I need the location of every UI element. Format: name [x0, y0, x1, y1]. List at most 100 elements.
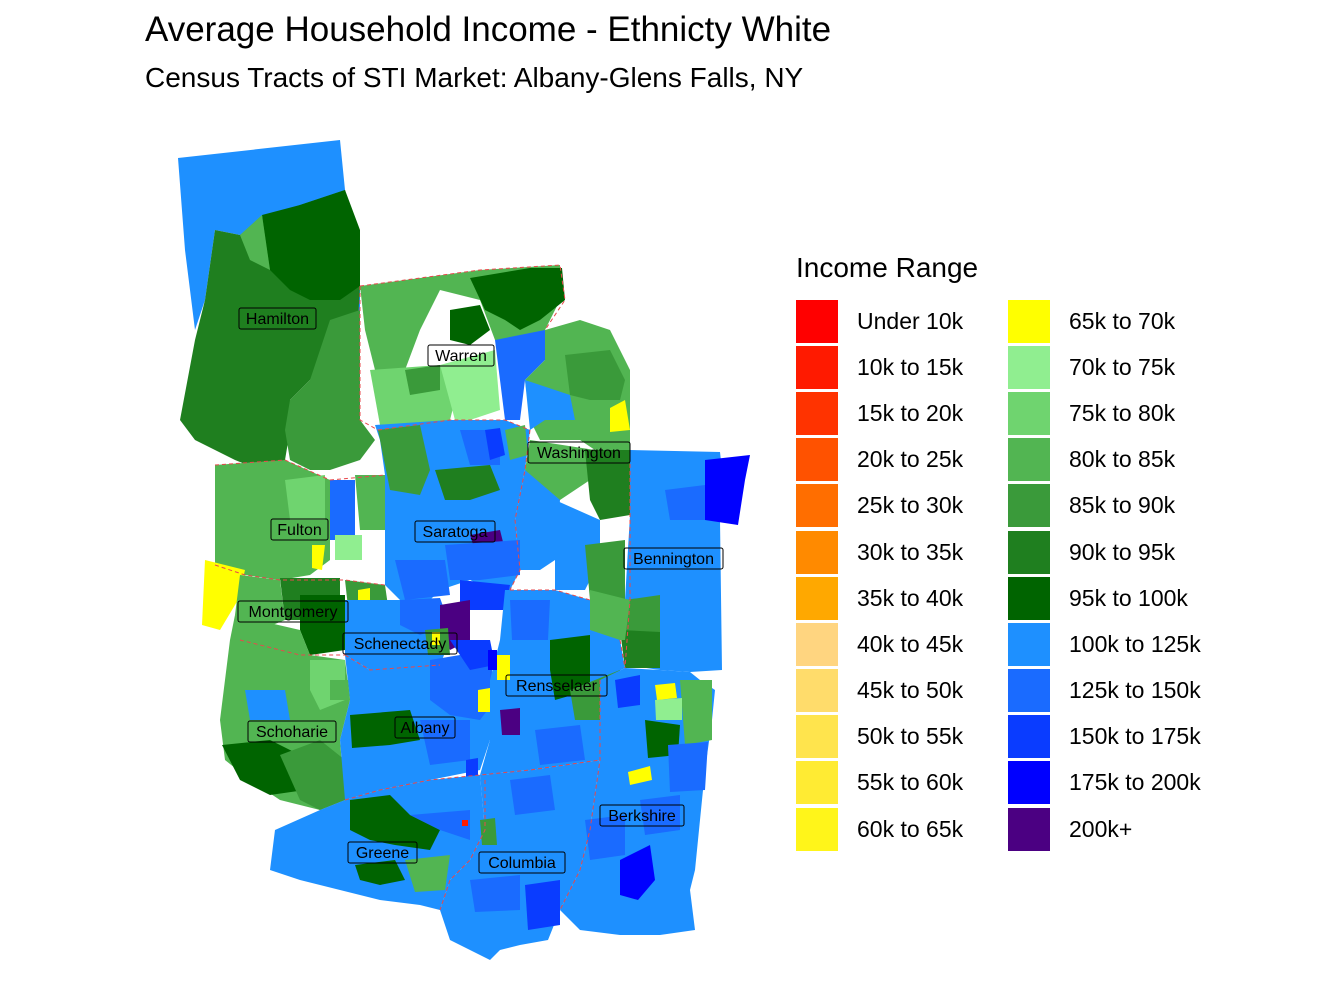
tract[interactable]: [535, 725, 585, 765]
tract[interactable]: [500, 708, 520, 735]
legend-item: 10k to 15k: [796, 344, 992, 390]
map-title: Average Household Income - Ethnicty Whit…: [145, 10, 832, 49]
tract[interactable]: [525, 880, 560, 930]
county-label-rensselaer: Rensselaer: [505, 674, 608, 697]
tract[interactable]: [450, 305, 490, 345]
tract[interactable]: [610, 400, 630, 432]
tract[interactable]: [470, 268, 565, 330]
region-saratoga: [375, 420, 530, 610]
tract[interactable]: [585, 540, 625, 600]
tract[interactable]: [358, 588, 370, 602]
legend-swatch: [796, 576, 838, 620]
tract[interactable]: [462, 820, 468, 826]
legend-swatch: [796, 438, 838, 482]
legend-item: 65k to 70k: [1008, 298, 1204, 344]
tract[interactable]: [450, 640, 495, 670]
svg-text:Columbia: Columbia: [488, 855, 556, 872]
tract[interactable]: [440, 350, 500, 420]
tract[interactable]: [615, 675, 640, 708]
tract[interactable]: [620, 845, 655, 900]
legend-label: 45k to 50k: [857, 677, 964, 704]
legend-swatch: [1008, 345, 1050, 389]
tract[interactable]: [280, 740, 345, 810]
tract[interactable]: [335, 535, 362, 560]
tract[interactable]: [285, 310, 375, 470]
tract[interactable]: [480, 818, 497, 845]
county-label-hamilton: Hamilton: [238, 307, 317, 330]
tract[interactable]: [565, 350, 625, 400]
tract[interactable]: [705, 455, 750, 525]
legend-item: 20k to 25k: [796, 437, 992, 483]
county-label-bennington: Bennington: [623, 547, 724, 570]
tract[interactable]: [495, 330, 545, 420]
tract[interactable]: [655, 698, 682, 720]
legend-swatch: [796, 622, 838, 666]
tract[interactable]: [395, 560, 450, 600]
tract[interactable]: [470, 875, 520, 912]
tract[interactable]: [460, 580, 510, 610]
tract[interactable]: [420, 720, 470, 765]
tract[interactable]: [285, 475, 325, 520]
tract[interactable]: [245, 690, 290, 720]
tract[interactable]: [525, 380, 575, 430]
legend-item: 125k to 150k: [1008, 668, 1204, 714]
tract[interactable]: [478, 688, 490, 712]
tract[interactable]: [550, 635, 590, 700]
legend-swatch: [1008, 715, 1050, 759]
tract[interactable]: [466, 758, 478, 780]
tract[interactable]: [202, 560, 245, 630]
region-warren: [360, 265, 565, 425]
tract[interactable]: [330, 480, 355, 540]
tract[interactable]: [400, 598, 450, 635]
tract[interactable]: [240, 215, 270, 270]
tract[interactable]: [485, 428, 505, 460]
tract[interactable]: [355, 860, 405, 885]
tract[interactable]: [235, 575, 285, 630]
tract[interactable]: [488, 650, 497, 670]
tract[interactable]: [655, 683, 677, 700]
tract[interactable]: [668, 742, 708, 792]
tract[interactable]: [585, 450, 630, 520]
tract[interactable]: [505, 425, 528, 460]
tract[interactable]: [378, 425, 430, 495]
tract[interactable]: [445, 540, 520, 580]
legend-label: 75k to 80k: [1069, 399, 1176, 426]
tract[interactable]: [405, 855, 450, 892]
tract[interactable]: [620, 630, 660, 668]
legend-columns: Under 10k 10k to 15k 15k to 20k 20k to 2…: [796, 298, 1204, 852]
county-labels: Hamilton Warren Washington Fulton Sarato…: [237, 307, 724, 874]
tract[interactable]: [510, 600, 550, 640]
tract[interactable]: [628, 766, 652, 785]
svg-text:Hamilton: Hamilton: [246, 311, 309, 328]
tract[interactable]: [262, 190, 360, 300]
legend-label: 150k to 175k: [1069, 723, 1201, 750]
legend-label: 100k to 125k: [1069, 630, 1201, 657]
county-boundaries: [214, 264, 631, 911]
tract[interactable]: [300, 595, 345, 655]
tract[interactable]: [510, 775, 555, 815]
legend-item: 150k to 175k: [1008, 714, 1204, 760]
tract[interactable]: [515, 470, 560, 570]
tract[interactable]: [590, 590, 630, 640]
tract[interactable]: [410, 810, 470, 840]
tract[interactable]: [435, 465, 500, 500]
tract[interactable]: [350, 795, 440, 850]
legend-item: 35k to 40k: [796, 575, 992, 621]
legend-label: 125k to 150k: [1069, 677, 1201, 704]
tract[interactable]: [665, 485, 705, 520]
tract[interactable]: [312, 545, 325, 570]
legend-label: 60k to 65k: [857, 815, 964, 842]
county-label-warren: Warren: [427, 344, 495, 367]
legend-label: 35k to 40k: [857, 584, 964, 611]
legend-swatch: [1008, 530, 1050, 574]
tract[interactable]: [355, 475, 385, 530]
legend-swatch: [796, 391, 838, 435]
tract[interactable]: [680, 680, 712, 745]
tract[interactable]: [432, 632, 440, 645]
tract[interactable]: [405, 365, 440, 395]
tract[interactable]: [497, 655, 510, 680]
tract[interactable]: [330, 680, 350, 700]
legend-swatch: [796, 669, 838, 713]
legend-swatch: [1008, 484, 1050, 528]
svg-text:Berkshire: Berkshire: [608, 808, 676, 825]
